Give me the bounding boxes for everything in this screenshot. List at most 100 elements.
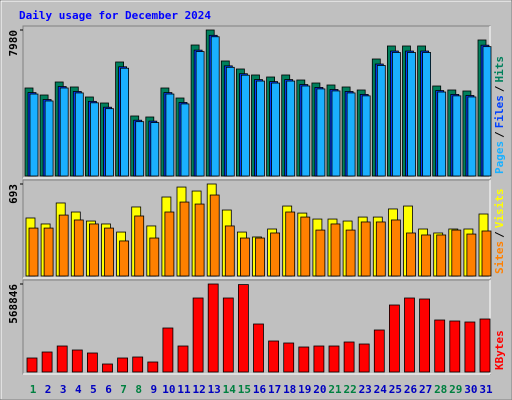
- x-tick-label: 25: [389, 383, 402, 396]
- bar: [404, 297, 415, 373]
- bar: [449, 320, 461, 373]
- bar: [436, 234, 447, 277]
- legend-separator: /: [493, 85, 506, 92]
- x-tick-label: 17: [268, 383, 281, 396]
- bar: [343, 341, 355, 373]
- bar: [271, 82, 281, 177]
- bar: [222, 297, 234, 373]
- bar: [301, 85, 311, 177]
- x-tick-label: 1: [30, 383, 37, 396]
- bar: [44, 100, 54, 177]
- bar: [117, 357, 128, 373]
- x-tick-label: 20: [313, 383, 326, 396]
- bar: [361, 95, 371, 177]
- bar: [41, 351, 53, 373]
- bar: [331, 90, 341, 177]
- bar: [375, 221, 386, 277]
- x-tick-label: 5: [90, 383, 97, 396]
- bar: [29, 93, 39, 177]
- x-tick-label: 16: [253, 383, 267, 396]
- bar: [71, 349, 83, 373]
- bar: [150, 122, 160, 177]
- bar: [330, 223, 341, 277]
- x-tick-label: 6: [105, 383, 112, 396]
- x-tick-label: 15: [238, 383, 251, 396]
- bar: [195, 51, 205, 177]
- bar: [164, 211, 175, 277]
- bar: [43, 227, 54, 277]
- bar: [358, 343, 370, 373]
- x-tick-label: 12: [192, 383, 205, 396]
- bar: [345, 229, 356, 277]
- x-tick-label: 27: [419, 383, 432, 396]
- bar: [87, 352, 98, 373]
- legend-entry: KBytes: [493, 330, 506, 370]
- bar: [119, 240, 129, 277]
- x-tick-label: 28: [434, 383, 447, 396]
- bar: [237, 284, 249, 373]
- x-tick-label: 23: [359, 383, 372, 396]
- bar: [180, 103, 190, 177]
- bar: [407, 52, 416, 177]
- legend-separator: /: [493, 131, 506, 138]
- bar: [224, 225, 235, 277]
- x-tick-label: 21: [328, 383, 342, 396]
- bar: [165, 93, 175, 177]
- bar: [328, 345, 340, 373]
- bar: [104, 227, 114, 277]
- x-tick-label: 4: [75, 383, 82, 396]
- x-tick-label: 22: [343, 383, 356, 396]
- bar: [298, 346, 310, 373]
- legend: Sites / Visits: [493, 189, 506, 275]
- bar: [466, 233, 477, 277]
- bar: [179, 201, 190, 277]
- bar: [192, 297, 204, 373]
- x-tick-label: 18: [283, 383, 296, 396]
- bar: [240, 74, 250, 177]
- legend-entry: Visits: [493, 189, 506, 229]
- bar: [89, 223, 99, 277]
- bar: [134, 215, 145, 277]
- bar: [283, 342, 295, 373]
- legend: Pages / Files / Hits: [493, 56, 506, 174]
- bar: [315, 229, 326, 277]
- x-tick-label: 8: [135, 383, 142, 396]
- y-tick-label: 693: [7, 184, 20, 204]
- bar: [194, 203, 205, 277]
- bar: [73, 219, 84, 277]
- x-tick-label: 2: [45, 383, 52, 396]
- bar: [132, 356, 144, 373]
- bar: [270, 232, 281, 277]
- x-tick-label: 7: [120, 383, 127, 396]
- bar: [346, 92, 356, 177]
- bar: [120, 67, 129, 177]
- bar: [434, 319, 446, 373]
- bar: [105, 108, 114, 177]
- bar: [239, 237, 250, 277]
- y-tick-label: 568846: [7, 284, 20, 324]
- legend-entry: Sites: [493, 241, 506, 274]
- bar: [26, 357, 38, 373]
- bar: [285, 211, 296, 277]
- bar: [74, 92, 84, 177]
- x-tick-label: 26: [404, 383, 418, 396]
- bar: [421, 234, 432, 277]
- bar: [225, 66, 235, 177]
- legend-entry: Pages: [493, 141, 506, 174]
- bar: [102, 363, 113, 373]
- bar: [464, 321, 476, 373]
- bar: [286, 80, 296, 177]
- bar: [253, 323, 264, 373]
- bar: [28, 227, 39, 277]
- legend: KBytes: [493, 330, 506, 370]
- bar: [162, 327, 174, 373]
- bar: [177, 345, 189, 373]
- bar: [482, 46, 492, 177]
- bar: [376, 65, 386, 177]
- bar: [147, 361, 159, 373]
- bar: [149, 237, 160, 277]
- bar: [59, 87, 69, 177]
- legend-entry: Files: [493, 95, 506, 128]
- bar: [406, 232, 416, 277]
